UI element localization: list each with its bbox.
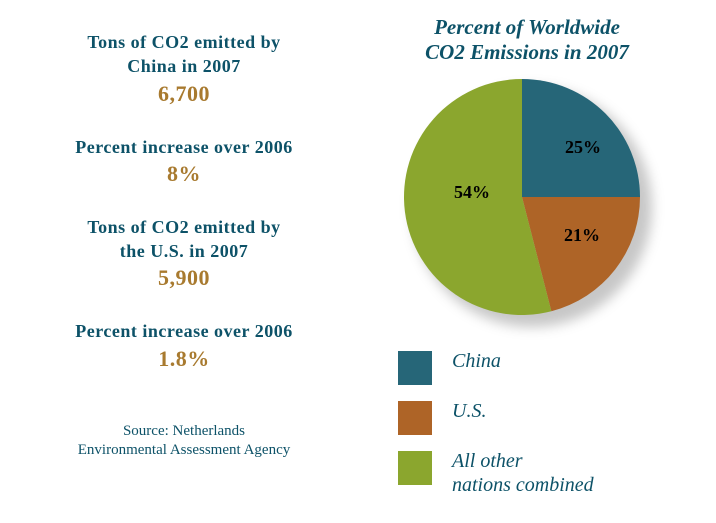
- chart-column: Percent of Worldwide CO2 Emissions in 20…: [358, 0, 716, 523]
- stat-label-line-2: China in 2007: [30, 54, 338, 78]
- stat-block: Percent increase over 2006 1.8%: [30, 319, 338, 371]
- stat-label: Tons of CO2 emitted byChina in 2007: [30, 30, 338, 79]
- stat-label: Percent increase over 2006: [30, 319, 338, 343]
- stat-value: 6,700: [30, 81, 338, 107]
- stat-value: 8%: [30, 161, 338, 187]
- pie-slice-label: 54%: [454, 182, 490, 203]
- legend-item: China: [398, 349, 686, 385]
- legend-item: All othernations combined: [398, 449, 686, 497]
- stat-label-line-1: Tons of CO2 emitted by: [30, 30, 338, 54]
- chart-title-line-1: Percent of Worldwide: [368, 15, 686, 40]
- infographic-container: Tons of CO2 emitted byChina in 20076,700…: [0, 0, 716, 523]
- legend-label: All othernations combined: [452, 449, 594, 497]
- pie-slice-label: 21%: [564, 225, 600, 246]
- stat-block: Tons of CO2 emitted bythe U.S. in 20075,…: [30, 215, 338, 292]
- stat-value: 1.8%: [30, 346, 338, 372]
- legend-label: China: [452, 349, 501, 373]
- chart-title-line-2: CO2 Emissions in 2007: [368, 40, 686, 65]
- stat-block: Percent increase over 20068%: [30, 135, 338, 187]
- legend: China U.S. All othernations combined: [398, 349, 686, 497]
- pie-chart: 25% 21% 54%: [402, 77, 652, 327]
- pie-svg: [402, 77, 642, 317]
- legend-swatch: [398, 451, 432, 485]
- source-line-1: Source: Netherlands: [30, 422, 338, 442]
- pie-slice-label: 25%: [565, 137, 601, 158]
- stat-label: Tons of CO2 emitted bythe U.S. in 2007: [30, 215, 338, 264]
- legend-swatch: [398, 351, 432, 385]
- stat-label-line-1: Percent increase over 2006: [30, 135, 338, 159]
- stat-block: Tons of CO2 emitted byChina in 20076,700: [30, 30, 338, 107]
- stat-label-line-2: the U.S. in 2007: [30, 239, 338, 263]
- legend-swatch: [398, 401, 432, 435]
- source-line-2: Environmental Assessment Agency: [30, 441, 338, 461]
- stats-column: Tons of CO2 emitted byChina in 20076,700…: [0, 0, 358, 523]
- stat-label: Percent increase over 2006: [30, 135, 338, 159]
- legend-label: U.S.: [452, 399, 486, 423]
- stat-value: 5,900: [30, 265, 338, 291]
- legend-item: U.S.: [398, 399, 686, 435]
- chart-title: Percent of Worldwide CO2 Emissions in 20…: [368, 15, 686, 65]
- stat-label-line-1: Tons of CO2 emitted by: [30, 215, 338, 239]
- source-attribution: Source: Netherlands Environmental Assess…: [30, 422, 338, 461]
- stat-label-line-1: Percent increase over 2006: [30, 319, 338, 343]
